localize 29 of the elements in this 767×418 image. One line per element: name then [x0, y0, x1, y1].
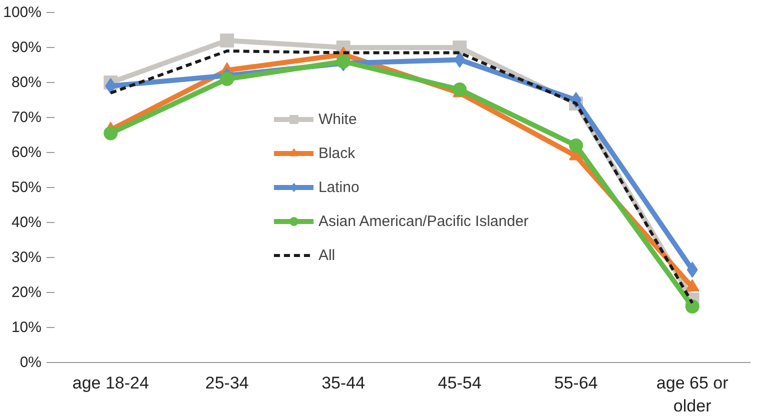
y-tick-label: 90%: [11, 39, 42, 56]
legend-label: All: [318, 246, 336, 264]
y-tick-label: 20%: [11, 284, 42, 301]
y-tick-label: 70%: [11, 109, 42, 126]
y-tick-label: 80%: [11, 74, 42, 91]
legend-label: Latino: [318, 178, 360, 196]
x-tick-label: 55-64: [554, 374, 598, 392]
x-tick-label: 25-34: [205, 374, 249, 392]
x-tick-label: age 65 or older: [656, 374, 729, 416]
y-tick-label: 40%: [11, 214, 42, 231]
point: [105, 78, 116, 94]
y-tick-label: 100%: [3, 4, 42, 21]
y-tick-label: 10%: [11, 319, 42, 336]
legend-label: Black: [318, 144, 356, 162]
point: [685, 300, 700, 314]
point: [104, 126, 118, 140]
point: [336, 54, 350, 68]
y-tick-label: 60%: [11, 144, 42, 161]
x-tick-label: 35-44: [322, 374, 366, 392]
point: [220, 72, 234, 86]
x-tick-label: 45-54: [438, 374, 482, 392]
point: [569, 138, 583, 152]
y-tick-label: 50%: [11, 179, 42, 196]
legend-label: Asian American/Pacific Islander: [318, 212, 529, 230]
y-tick-label: 30%: [11, 249, 42, 266]
x-tick-label: age 18-24: [72, 374, 149, 392]
point: [220, 34, 234, 48]
y-tick-label: 0%: [20, 354, 42, 371]
legend-label: White: [318, 110, 357, 128]
